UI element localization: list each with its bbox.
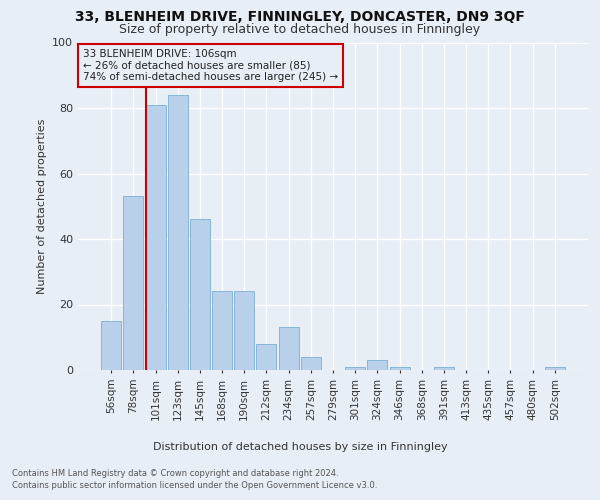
Bar <box>345 366 365 370</box>
Bar <box>190 220 210 370</box>
Bar <box>124 196 143 370</box>
Bar <box>367 360 388 370</box>
Bar <box>389 366 410 370</box>
Bar <box>212 292 232 370</box>
Bar <box>545 366 565 370</box>
Bar <box>278 328 299 370</box>
Bar <box>168 95 188 370</box>
Y-axis label: Number of detached properties: Number of detached properties <box>37 118 47 294</box>
Text: Contains HM Land Registry data © Crown copyright and database right 2024.: Contains HM Land Registry data © Crown c… <box>12 468 338 477</box>
Bar <box>234 292 254 370</box>
Bar <box>434 366 454 370</box>
Text: 33 BLENHEIM DRIVE: 106sqm
← 26% of detached houses are smaller (85)
74% of semi-: 33 BLENHEIM DRIVE: 106sqm ← 26% of detac… <box>83 49 338 82</box>
Bar <box>146 104 166 370</box>
Bar <box>301 357 321 370</box>
Text: Size of property relative to detached houses in Finningley: Size of property relative to detached ho… <box>119 22 481 36</box>
Bar <box>256 344 277 370</box>
Text: 33, BLENHEIM DRIVE, FINNINGLEY, DONCASTER, DN9 3QF: 33, BLENHEIM DRIVE, FINNINGLEY, DONCASTE… <box>75 10 525 24</box>
Text: Contains public sector information licensed under the Open Government Licence v3: Contains public sector information licen… <box>12 481 377 490</box>
Text: Distribution of detached houses by size in Finningley: Distribution of detached houses by size … <box>152 442 448 452</box>
Bar <box>101 321 121 370</box>
